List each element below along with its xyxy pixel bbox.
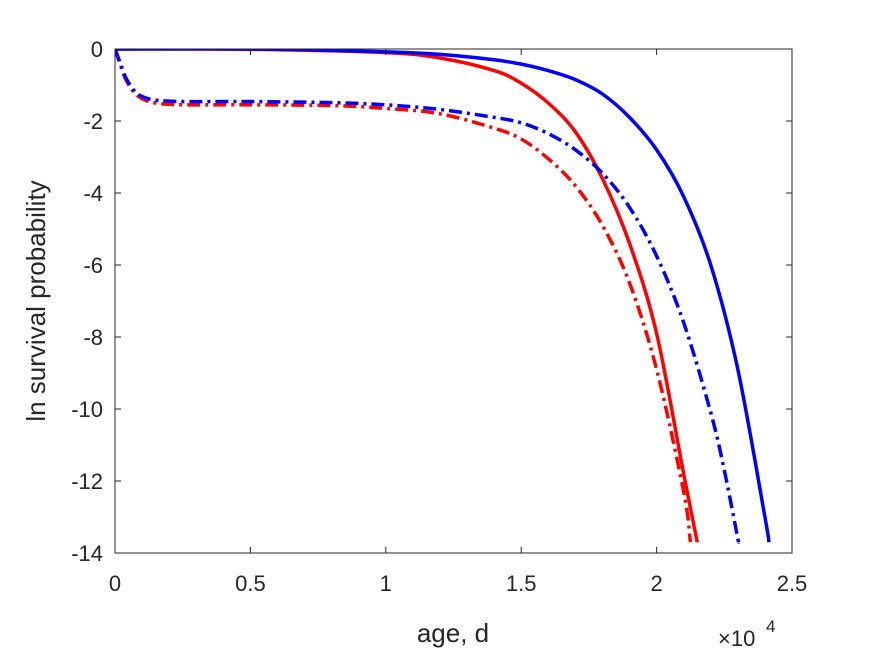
- y-axis-label: ln survival probability: [21, 180, 51, 421]
- series-line-red-dashdot: [115, 49, 693, 543]
- x-tick-label: 1: [380, 571, 392, 596]
- x-exponent-base: ×10: [718, 626, 755, 651]
- x-tick-label: 0: [109, 571, 121, 596]
- y-tick-label: -10: [71, 397, 103, 422]
- y-tick-label: -14: [71, 541, 103, 566]
- x-tick-label: 1.5: [506, 571, 537, 596]
- x-exponent: ×10 4: [718, 617, 775, 651]
- y-tick-label: 0: [91, 37, 103, 62]
- plot-area: [115, 49, 792, 553]
- tick-layer: 0 0.5 1 1.5 2 2.5 0 -2 -4 -6 -8 -10 -12 -14: [71, 37, 807, 596]
- y-tick-label: -12: [71, 469, 103, 494]
- x-tick-label: 2.5: [777, 571, 808, 596]
- x-tick-label: 0.5: [235, 571, 266, 596]
- x-exponent-power: 4: [766, 617, 775, 636]
- x-axis-label: age, d: [417, 618, 489, 648]
- plot-frame: [114, 48, 793, 554]
- y-tick-label: -4: [83, 181, 103, 206]
- x-tick-label: 2: [650, 571, 662, 596]
- y-tick-label: -2: [83, 109, 103, 134]
- y-tick-label: -8: [83, 325, 103, 350]
- y-tick-label: -6: [83, 253, 103, 278]
- series-line-blue-dashdot: [115, 49, 741, 547]
